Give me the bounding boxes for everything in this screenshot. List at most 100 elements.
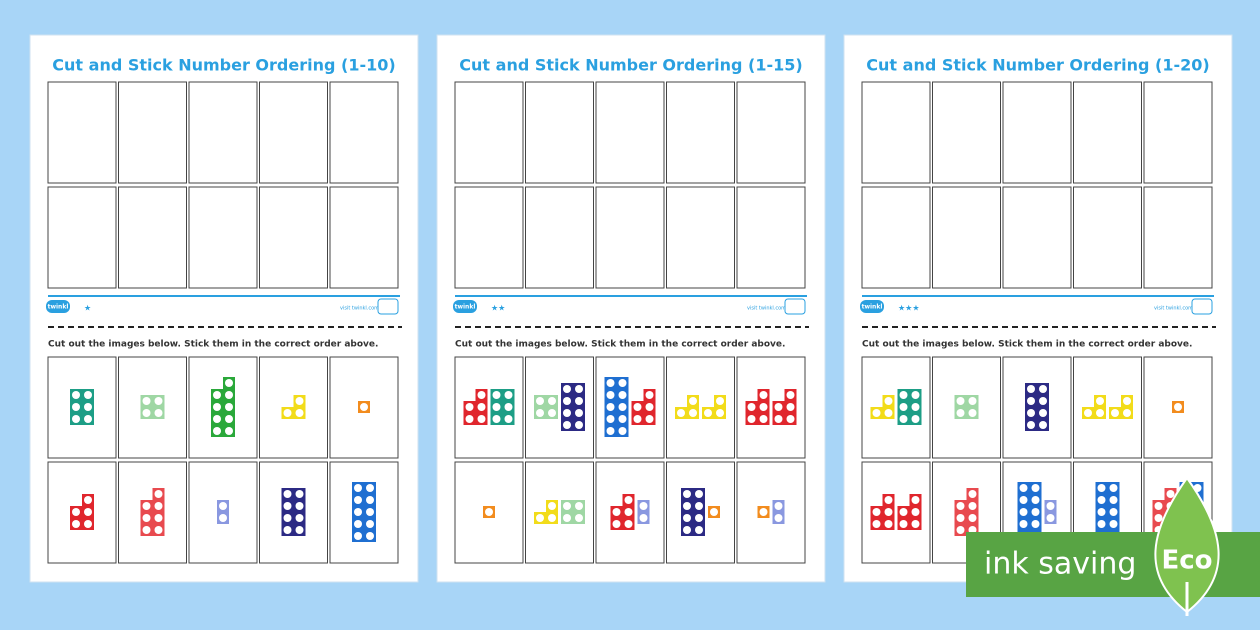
piece-hole	[1111, 409, 1119, 417]
piece-hole	[645, 391, 654, 399]
piece-hole	[1154, 514, 1163, 522]
piece-hole	[1109, 508, 1118, 516]
piece-hole	[899, 415, 908, 423]
cell-box	[666, 81, 735, 184]
piece-hole	[283, 514, 292, 522]
piece-hole	[704, 409, 712, 417]
piece-hole	[219, 514, 227, 522]
piece-hole	[1097, 484, 1106, 492]
cell-box	[736, 186, 806, 289]
cell-box	[454, 186, 524, 289]
piece-hole	[1109, 520, 1118, 528]
cell-box	[47, 186, 117, 289]
piece-hole	[142, 514, 151, 522]
piece-hole	[366, 532, 374, 540]
worksheet: Cut and Stick Number Ordering (1-15) twin…	[436, 34, 826, 583]
piece-hole	[633, 415, 642, 423]
website: visit twinkl.com	[340, 306, 379, 312]
piece-hole	[624, 508, 633, 516]
piece-hole	[575, 397, 583, 405]
piece-hole	[872, 520, 881, 528]
corner-logo	[377, 298, 399, 315]
piece-hole	[884, 409, 893, 417]
piece-hole	[774, 502, 783, 510]
piece-hole	[563, 409, 571, 417]
sheet-title: Cut and Stick Number Ordering (1-10)	[52, 56, 395, 75]
corner-logo	[784, 298, 806, 315]
piece-hole	[1096, 409, 1104, 417]
cell-box	[259, 186, 328, 289]
piece-hole	[154, 526, 163, 534]
piece-hole	[575, 502, 583, 510]
piece-hole	[295, 514, 304, 522]
piece-hole	[1027, 421, 1035, 429]
piece-hole	[563, 397, 571, 405]
piece-hole	[899, 391, 908, 399]
piece-hole	[1027, 409, 1035, 417]
piece-hole	[1046, 502, 1055, 510]
piece-hole	[225, 415, 233, 423]
piece-hole	[759, 391, 768, 399]
piece-hole	[1039, 397, 1047, 405]
piece-hole	[72, 391, 80, 399]
cell-box	[1002, 186, 1072, 289]
piece-hole	[563, 385, 571, 393]
difficulty-stars: ★	[84, 304, 91, 313]
piece-hole	[689, 397, 697, 405]
cell-box	[454, 81, 524, 184]
piece-hole	[354, 508, 362, 516]
piece-hole	[142, 397, 151, 405]
piece-hole	[477, 415, 486, 423]
cell-box	[1073, 81, 1142, 184]
piece-hole	[154, 502, 163, 510]
piece-hole	[956, 502, 965, 510]
sheet-title: Cut and Stick Number Ordering (1-15)	[459, 56, 802, 75]
piece-hole	[695, 514, 703, 522]
piece-hole	[575, 421, 583, 429]
piece-hole	[1097, 520, 1106, 528]
piece-hole	[606, 379, 615, 387]
piece-hole	[1046, 514, 1055, 522]
piece-hole	[213, 391, 221, 399]
piece-hole	[1123, 397, 1131, 405]
piece-hole	[548, 502, 556, 510]
piece-hole	[911, 496, 920, 504]
piece-hole	[84, 508, 92, 516]
cell-box	[932, 186, 1001, 289]
cell-box	[525, 186, 594, 289]
piece-hole	[84, 403, 92, 411]
piece-hole	[1097, 508, 1106, 516]
piece-hole	[548, 397, 556, 405]
piece-hole	[1027, 397, 1035, 405]
piece-hole	[283, 502, 292, 510]
piece-hole	[366, 508, 374, 516]
piece-hole	[968, 397, 977, 405]
piece-hole	[911, 508, 920, 516]
piece-hole	[1031, 520, 1040, 528]
piece-hole	[72, 415, 80, 423]
piece-hole	[968, 514, 977, 522]
piece-hole	[360, 403, 368, 411]
logo-text: twinkl	[455, 304, 476, 311]
piece-hole	[747, 415, 756, 423]
piece-hole	[213, 427, 221, 435]
piece-hole	[884, 496, 893, 504]
piece-hole	[759, 403, 768, 411]
piece-hole	[899, 508, 908, 516]
piece-hole	[295, 502, 304, 510]
piece-hole	[1031, 508, 1040, 516]
sheet-title: Cut and Stick Number Ordering (1-20)	[866, 56, 1209, 75]
piece-hole	[295, 526, 304, 534]
piece-hole	[759, 415, 768, 423]
piece-hole	[695, 526, 703, 534]
cell-box	[188, 356, 258, 459]
piece-hole	[618, 379, 627, 387]
piece-hole	[606, 415, 615, 423]
piece-hole	[956, 397, 965, 405]
instructions: Cut out the images below. Stick them in …	[48, 340, 378, 350]
piece-hole	[354, 532, 362, 540]
cell-box	[188, 186, 258, 289]
piece-hole	[575, 409, 583, 417]
piece-hole	[884, 508, 893, 516]
piece-hole	[624, 496, 633, 504]
